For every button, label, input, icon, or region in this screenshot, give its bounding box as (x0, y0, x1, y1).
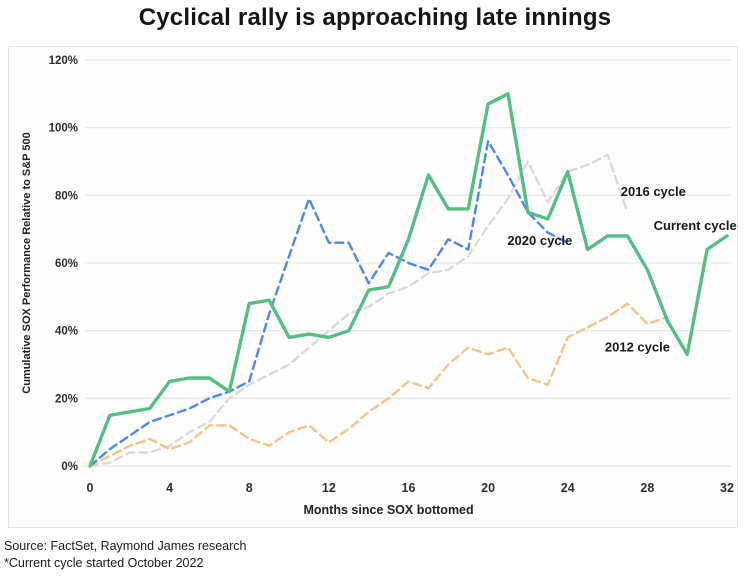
series-label: 2020 cycle (507, 233, 572, 248)
chart-footer: Source: FactSet, Raymond James research … (4, 538, 744, 572)
y-tick-label: 80% (55, 190, 78, 202)
series-line-2012-cycle (88, 302, 669, 468)
page-title: Cyclical rally is approaching late innin… (138, 4, 612, 31)
y-tick-label: 100% (49, 123, 78, 135)
x-tick-label: 16 (402, 481, 416, 495)
y-tick-label: 120% (49, 55, 78, 67)
series-label: 2016 cycle (621, 184, 686, 199)
x-tick-label: 28 (640, 481, 654, 495)
y-axis-title: Cumulative SOX Performance Relative to S… (21, 132, 33, 393)
x-tick-label: 24 (561, 481, 575, 495)
y-tick-label: 60% (55, 258, 78, 270)
x-axis-title: Months since SOX bottomed (304, 503, 474, 517)
series-line-2020-cycle (88, 139, 569, 468)
y-tick-label: 20% (55, 393, 78, 405)
x-tick-label: 0 (87, 481, 94, 495)
x-tick-label: 32 (720, 481, 734, 495)
series-line-current-cycle (88, 92, 729, 468)
x-tick-label: 8 (246, 481, 253, 495)
series-label: Current cycle (654, 218, 737, 233)
chart-plot-area (8, 46, 738, 528)
source-note: Source: FactSet, Raymond James research (4, 539, 247, 553)
x-tick-label: 4 (166, 481, 173, 495)
y-tick-label: 40% (55, 326, 78, 338)
current-cycle-note: *Current cycle started October 2022 (4, 556, 204, 570)
cycles-line-chart: 0% 20% 40% 60% 80% 100% 120% 0 4 8 12 16 20 24 28 32 Cum… (21, 55, 737, 517)
x-tick-label: 12 (322, 481, 336, 495)
y-tick-label: 0% (61, 461, 78, 473)
x-tick-label: 20 (481, 481, 495, 495)
series-label: 2012 cycle (605, 340, 670, 355)
